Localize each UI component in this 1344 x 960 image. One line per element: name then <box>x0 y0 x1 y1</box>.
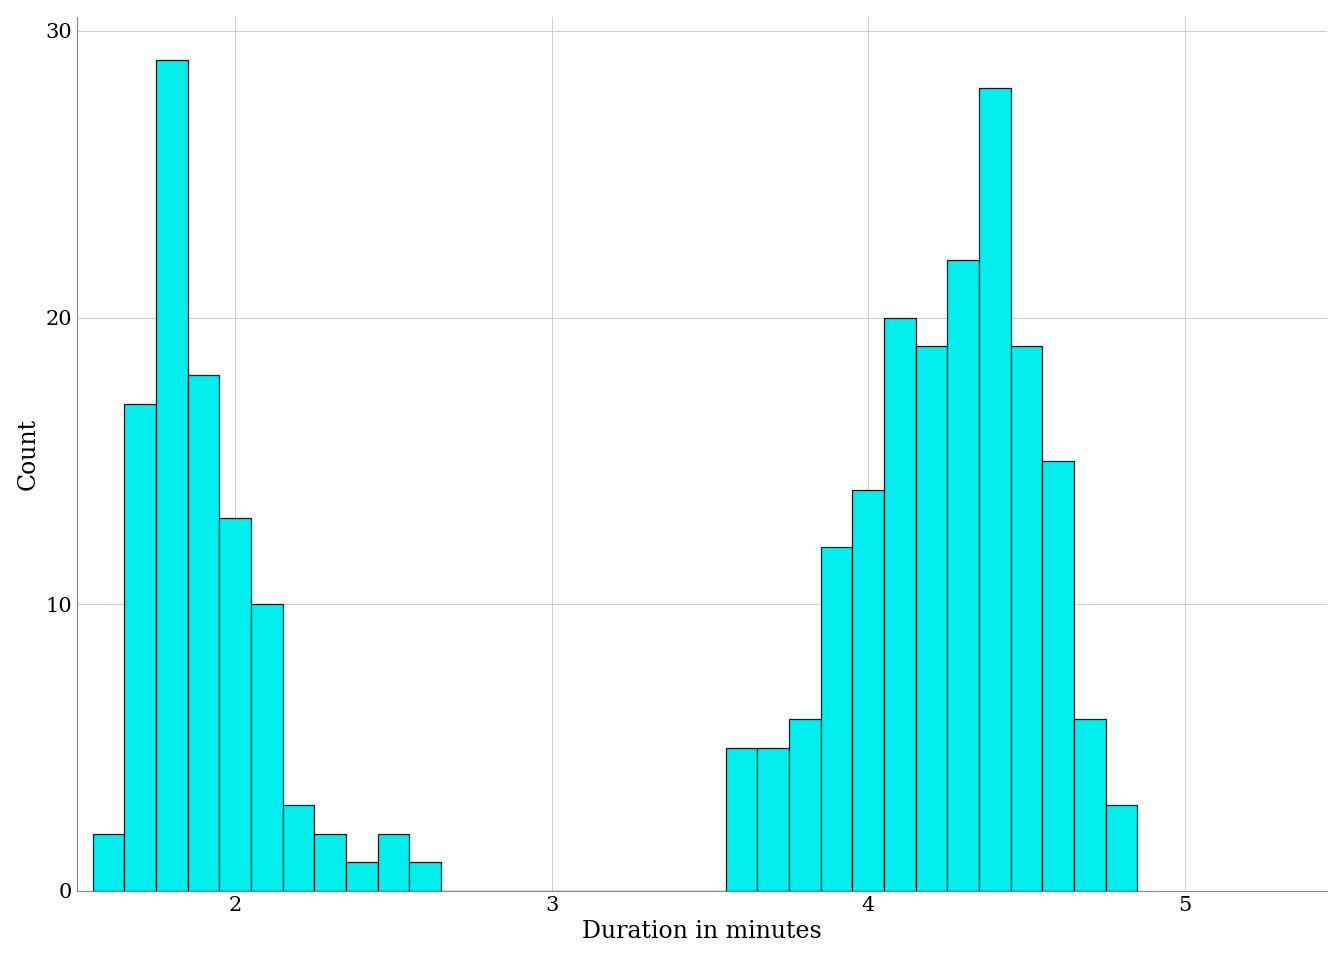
Bar <box>282 804 314 891</box>
Bar <box>409 862 441 891</box>
Bar <box>915 347 948 891</box>
Bar <box>821 547 852 891</box>
Bar <box>789 719 821 891</box>
Bar <box>852 490 884 891</box>
Bar <box>884 318 915 891</box>
Y-axis label: Count: Count <box>16 418 40 490</box>
Bar <box>1074 719 1106 891</box>
Bar <box>188 375 219 891</box>
Bar <box>314 833 345 891</box>
Bar <box>219 518 251 891</box>
Bar <box>1011 347 1043 891</box>
Bar <box>378 833 409 891</box>
Bar <box>251 604 282 891</box>
Bar <box>948 260 978 891</box>
Bar <box>156 60 188 891</box>
Bar <box>726 748 758 891</box>
Bar <box>758 748 789 891</box>
Bar <box>978 88 1011 891</box>
Bar <box>125 403 156 891</box>
Bar <box>1043 461 1074 891</box>
X-axis label: Duration in minutes: Duration in minutes <box>582 921 823 944</box>
Bar <box>93 833 125 891</box>
Bar <box>1106 804 1137 891</box>
Bar <box>345 862 378 891</box>
